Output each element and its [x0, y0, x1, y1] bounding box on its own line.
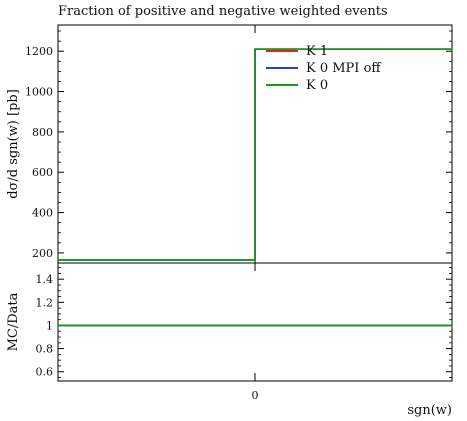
ratio-ytick-label: 0.8: [36, 343, 54, 356]
main-ytick-label: 400: [32, 207, 53, 220]
main-series-k-0: [58, 48, 452, 261]
chart-title: Fraction of positive and negative weight…: [58, 4, 388, 19]
ratio-ytick-label: 0.6: [36, 366, 54, 379]
legend-label-0: K 1: [306, 44, 328, 59]
ratio-ytick-label: 1: [46, 319, 53, 332]
ratio-frame: [57, 262, 453, 382]
ratio-ytick-label: 1.2: [36, 296, 54, 309]
legend-label-1: K 0 MPI off: [306, 61, 382, 76]
main-ytick-label: 200: [32, 247, 53, 260]
legend-label-2: K 0: [306, 78, 328, 93]
main-ytick-label: 800: [32, 126, 53, 139]
main-ytick-label: 1200: [25, 45, 53, 58]
x-tick-label: 0: [252, 389, 259, 402]
main-ytick-label: 1000: [25, 86, 53, 99]
main-ylabel: dσ/d sgn(w) [pb]: [6, 89, 21, 199]
x-axis-label: sgn(w): [407, 403, 452, 418]
main-ytick-label: 600: [32, 166, 53, 179]
ratio-ylabel: MC/Data: [6, 292, 21, 351]
ratio-ytick-label: 1.4: [36, 273, 54, 286]
